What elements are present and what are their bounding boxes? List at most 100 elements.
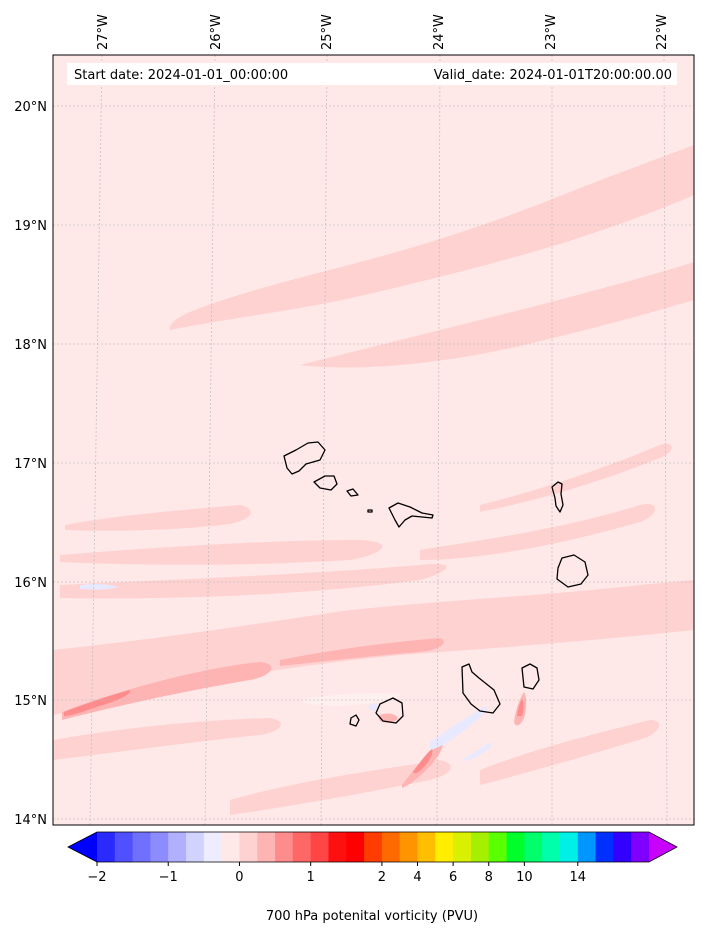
island-sal (551, 481, 564, 513)
pv-negative-spot-2 (80, 583, 118, 590)
header-box (67, 63, 677, 85)
colorbar-swatch (631, 832, 650, 862)
lat-label: 15°N (14, 694, 47, 709)
colorbar-extend-min (68, 832, 97, 862)
colorbar-swatch (239, 832, 258, 862)
pv-strong-streak-3 (280, 638, 444, 666)
colorbar-swatch (399, 832, 419, 862)
island-raso (367, 509, 373, 513)
graticule (53, 55, 694, 825)
island-santo-antao (283, 441, 326, 475)
colorbar-swatch (328, 832, 347, 862)
pv-band-north (169, 145, 694, 330)
lon-label: 22°W (655, 14, 670, 50)
colorbar-swatch (417, 832, 436, 862)
lon-label: 26°W (209, 14, 224, 50)
pv-strong-streak-5 (413, 749, 433, 774)
colorbar-swatch (577, 832, 597, 862)
latitude-labels: 20°N 19°N 18°N 17°N 16°N 15°N 14°N (14, 100, 47, 828)
valid-date-label: Valid_date: 2024-01-01T20:00:00.00 (434, 68, 672, 83)
colorbar-swatch (506, 832, 525, 862)
lon-label: 24°W (432, 14, 447, 50)
pv-band-south-3 (230, 760, 451, 815)
lon-label: 25°W (320, 14, 335, 50)
colorbar-tick-label: 1 (307, 870, 315, 885)
colorbar-swatch (470, 832, 490, 862)
colorbar-tick-label: 8 (485, 870, 493, 885)
colorbar-swatch (150, 832, 169, 862)
pv-band-south-4 (480, 720, 660, 785)
colorbar-swatch (453, 832, 472, 862)
colorbar-swatch (559, 832, 579, 862)
pv-band-north-2 (300, 262, 694, 368)
colorbar-tick-label: 6 (449, 870, 457, 885)
coastlines (283, 441, 589, 727)
colorbar-swatch (524, 832, 543, 862)
lat-label: 18°N (14, 338, 47, 353)
colorbar-swatch (310, 832, 330, 862)
pv-streak-mid-5 (480, 443, 672, 512)
island-santa-luzia (346, 488, 359, 497)
colorbar-swatch (292, 832, 312, 862)
colorbar-swatch (542, 832, 561, 862)
island-sao-nicolau (388, 502, 434, 528)
lat-label: 19°N (14, 219, 47, 234)
pv-streak-mid-2 (60, 540, 383, 565)
colorbar-tick-label: 10 (516, 870, 533, 885)
pv-streak-mid-3 (60, 563, 447, 599)
colorbar-swatch (435, 832, 454, 862)
pv-band-south-2 (53, 718, 281, 760)
colorbar-tick-label: −2 (87, 870, 106, 885)
colorbar-label: 700 hPa potenital vorticity (PVU) (266, 909, 478, 924)
lon-label: 27°W (96, 14, 111, 50)
island-fogo (375, 697, 404, 724)
colorbar-swatch (488, 832, 508, 862)
colorbar-tick-label: 4 (413, 870, 421, 885)
lon-label: 23°W (544, 14, 559, 50)
colorbar-swatch (221, 832, 241, 862)
island-sao-vicente (313, 475, 338, 491)
colorbar-swatch (203, 832, 223, 862)
island-santiago (461, 663, 501, 714)
colorbar-swatch (168, 832, 187, 862)
lat-label: 16°N (14, 576, 47, 591)
pv-streak-mid-4 (420, 503, 655, 560)
colorbar-swatch (275, 832, 294, 862)
lat-label: 17°N (14, 457, 47, 472)
colorbar-swatch (257, 832, 276, 862)
colorbar-ticks: −2 −1 0 1 2 4 6 8 10 14 (87, 862, 586, 885)
colorbar-swatch (186, 832, 205, 862)
longitude-labels: 27°W 26°W 25°W 24°W 23°W 22°W (96, 14, 670, 50)
colorbar-swatch (595, 832, 614, 862)
lat-label: 20°N (14, 100, 47, 115)
colorbar-swatch (613, 832, 632, 862)
colorbar-swatch (346, 832, 365, 862)
lat-label: 14°N (14, 813, 47, 828)
colorbar: −2 −1 0 1 2 4 6 8 10 14 700 hPa potenital vortici… (67, 831, 678, 924)
colorbar-swatches (67, 831, 678, 863)
island-maio (521, 663, 540, 690)
map-frame (52, 54, 695, 826)
pv-strong-streak-7 (517, 699, 524, 716)
pv-streak-mid-1 (65, 505, 251, 531)
pv-negative-streak-2 (462, 742, 493, 761)
colorbar-swatch (114, 832, 134, 862)
colorbar-tick-label: −1 (159, 870, 178, 885)
pv-negative-streak-1 (430, 706, 488, 750)
island-brava (349, 714, 360, 727)
colorbar-swatch (132, 832, 152, 862)
colorbar-swatch (364, 832, 383, 862)
colorbar-swatch (97, 832, 116, 862)
pv-strong-streak-2 (64, 690, 131, 716)
colorbar-tick-label: 0 (235, 870, 243, 885)
pv-strong-streak-1 (62, 662, 272, 720)
pv-negative-spot-1 (368, 703, 378, 711)
colorbar-tick-label: 14 (570, 870, 587, 885)
colorbar-swatch (381, 832, 401, 862)
island-boa-vista (556, 554, 589, 588)
map-panel (53, 55, 694, 825)
colorbar-tick-label: 2 (378, 870, 386, 885)
start-date-label: Start date: 2024-01-01_00:00:00 (74, 68, 288, 83)
colorbar-extend-max (649, 832, 677, 862)
